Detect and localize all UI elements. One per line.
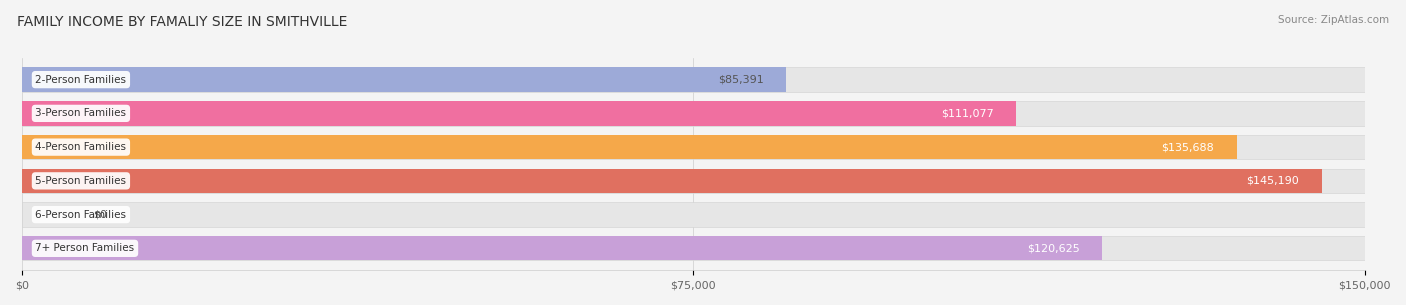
Text: FAMILY INCOME BY FAMALIY SIZE IN SMITHVILLE: FAMILY INCOME BY FAMALIY SIZE IN SMITHVI…	[17, 15, 347, 29]
Text: $135,688: $135,688	[1161, 142, 1215, 152]
Text: 2-Person Families: 2-Person Families	[35, 75, 127, 84]
Bar	[22, 135, 1237, 159]
Text: 5-Person Families: 5-Person Families	[35, 176, 127, 186]
Text: 7+ Person Families: 7+ Person Families	[35, 243, 135, 253]
Text: 6-Person Families: 6-Person Families	[35, 210, 127, 220]
Bar	[22, 203, 1365, 227]
Text: $145,190: $145,190	[1247, 176, 1299, 186]
Bar	[22, 236, 1365, 260]
Bar	[22, 169, 1365, 193]
Text: 4-Person Families: 4-Person Families	[35, 142, 127, 152]
Text: $120,625: $120,625	[1026, 243, 1080, 253]
Text: Source: ZipAtlas.com: Source: ZipAtlas.com	[1278, 15, 1389, 25]
Text: $0: $0	[94, 210, 108, 220]
Bar	[22, 169, 1322, 193]
Text: $85,391: $85,391	[718, 75, 763, 84]
Bar	[22, 67, 786, 92]
Bar	[22, 135, 1365, 159]
Bar	[22, 236, 1102, 260]
Text: 3-Person Families: 3-Person Families	[35, 108, 127, 118]
Bar	[22, 101, 1017, 126]
Bar	[22, 67, 1365, 92]
Text: $111,077: $111,077	[941, 108, 994, 118]
Bar	[22, 101, 1365, 126]
